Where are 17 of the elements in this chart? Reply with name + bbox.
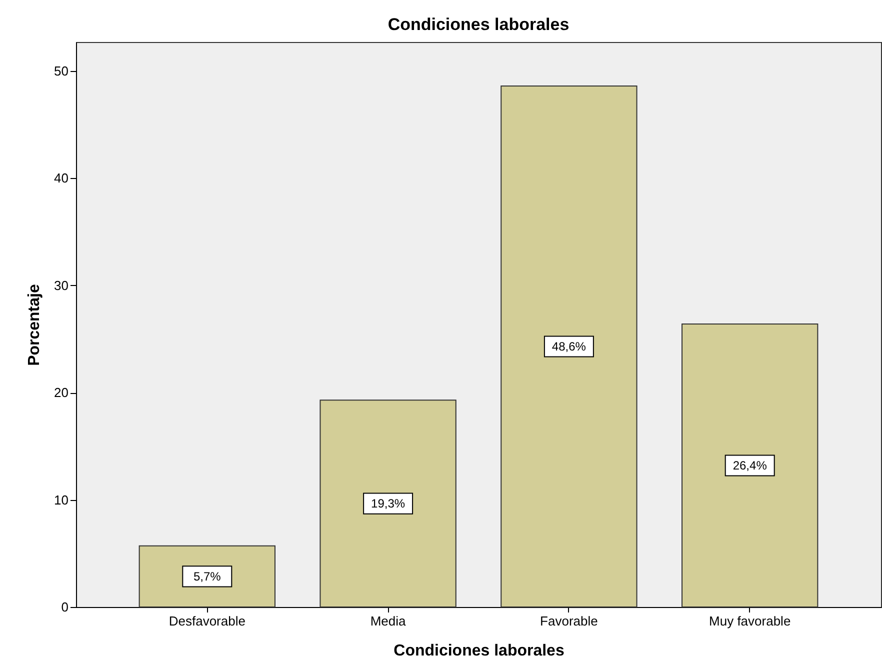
data-label: 19,3% — [371, 496, 406, 511]
y-tick-label: 10 — [54, 492, 68, 508]
data-label: 26,4% — [732, 458, 768, 472]
y-tick-label: 0 — [61, 600, 68, 614]
chart-title: Condiciones laborales — [388, 15, 570, 34]
data-label: 48,6% — [552, 339, 586, 354]
y-tick-label: 40 — [54, 170, 68, 186]
y-tick-label: 30 — [54, 278, 68, 293]
y-axis-title: Porcentaje — [26, 284, 44, 366]
x-tick-label: Favorable — [540, 614, 598, 628]
data-label: 5,7% — [193, 569, 222, 584]
x-tick-label: Media — [370, 614, 407, 628]
x-tick-label: Muy favorable — [709, 614, 791, 628]
x-tick-label: Desfavorable — [168, 614, 246, 628]
y-tick-label: 50 — [54, 63, 68, 78]
x-axis-title: Condiciones laborales — [394, 642, 564, 660]
y-tick-label: 20 — [54, 385, 68, 400]
